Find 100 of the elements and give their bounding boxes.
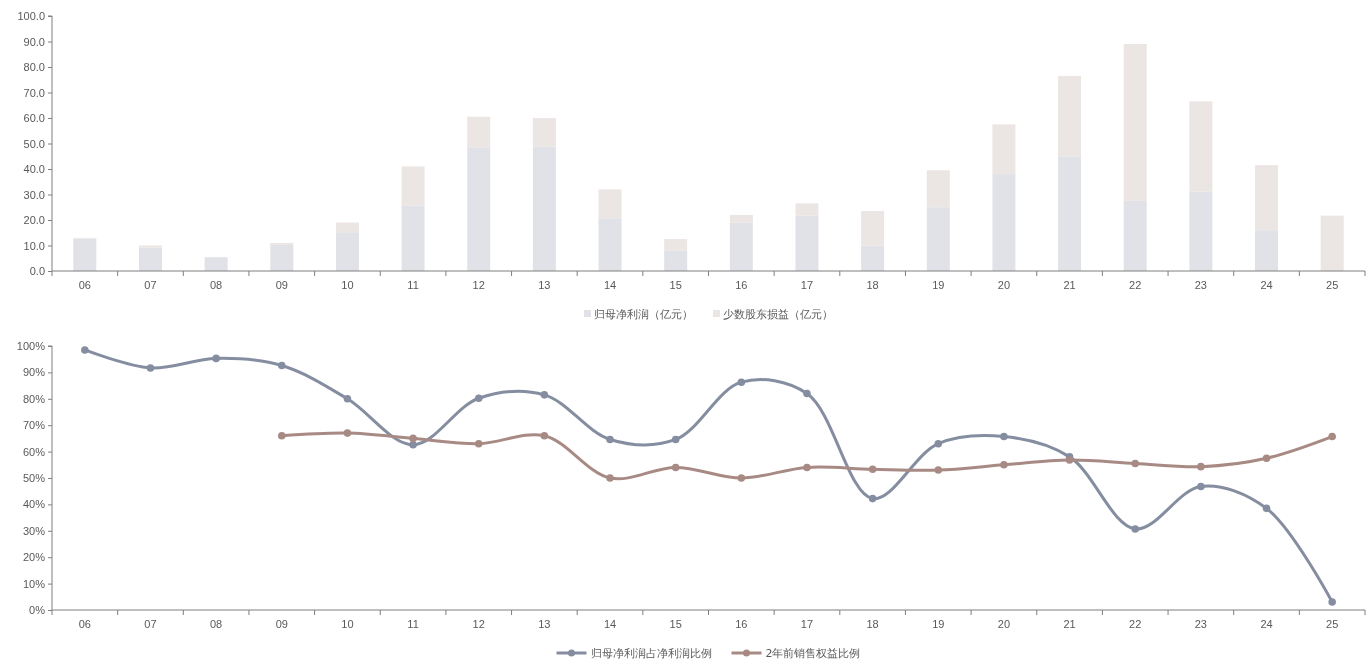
x-tick-label: 22 [1129, 279, 1142, 291]
y-tick-label: 100.0 [17, 10, 45, 23]
point [1197, 482, 1205, 491]
bar [204, 257, 228, 271]
x-tick-label: 08 [210, 279, 223, 291]
point [343, 395, 352, 403]
legend-label: 归母净利润（亿元） [594, 308, 693, 321]
y-tick-label: 20% [22, 551, 46, 564]
y-tick-label: 80% [22, 392, 46, 405]
point [1131, 459, 1140, 468]
x-tick-label: 12 [472, 618, 485, 630]
x-tick-label: 13 [538, 279, 551, 291]
y-tick-label: 40.0 [23, 163, 45, 176]
point [671, 435, 680, 444]
point [803, 463, 811, 472]
x-tick-label: 07 [144, 279, 157, 291]
point [737, 378, 746, 386]
point [1000, 432, 1008, 441]
x-tick-label: 09 [275, 618, 288, 630]
legend-label: 2年前销售权益比例 [765, 647, 861, 659]
bar [270, 244, 294, 271]
x-tick-label: 16 [735, 279, 748, 291]
y-tick-label: 30.0 [23, 188, 45, 201]
y-tick-label: 60.0 [23, 112, 45, 125]
x-tick-label: 20 [997, 279, 1011, 291]
point [1131, 525, 1140, 533]
x-tick-label: 16 [735, 618, 748, 630]
point [409, 434, 417, 443]
x-tick-label: 18 [866, 279, 879, 291]
x-tick-label: 18 [866, 618, 879, 630]
x-tick-label: 12 [472, 279, 485, 291]
x-tick-label: 06 [78, 618, 91, 630]
legend-label: 少数股东损益（亿元） [723, 308, 833, 321]
x-tick-label: 23 [1194, 279, 1207, 291]
legend-label: 归母净利润占净利润比例 [590, 647, 712, 659]
point [934, 439, 943, 448]
x-tick-label: 09 [275, 279, 288, 291]
point [212, 354, 220, 363]
x-tick-label: 21 [1063, 618, 1076, 630]
x-tick-label: 20 [997, 618, 1011, 630]
y-tick-label: 100% [16, 340, 46, 353]
y-tick-label: 60% [22, 445, 46, 458]
x-tick-label: 10 [341, 618, 354, 630]
x-tick-label: 25 [1326, 279, 1339, 291]
point [474, 439, 483, 448]
x-tick-label: 14 [603, 618, 617, 630]
point [934, 466, 943, 474]
point [1328, 432, 1336, 441]
y-tick-label: 50% [22, 472, 46, 485]
x-tick-label: 24 [1260, 279, 1273, 291]
y-tick-label: 50.0 [23, 137, 45, 150]
point [671, 463, 680, 472]
x-tick-label: 06 [78, 279, 91, 291]
point [606, 474, 614, 482]
y-tick-label: 10.0 [23, 239, 45, 252]
point [277, 431, 286, 440]
bar [1320, 215, 1344, 271]
y-tick-label: 30% [22, 524, 46, 537]
point [1197, 462, 1205, 471]
x-tick-label: 17 [800, 618, 814, 630]
x-tick-label: 15 [669, 279, 682, 291]
bar [138, 247, 162, 271]
point [540, 391, 549, 399]
y-tick-label: 10% [22, 577, 46, 590]
x-tick-label: 19 [932, 279, 945, 291]
point [146, 364, 155, 372]
x-tick-label: 10 [341, 279, 354, 291]
point [737, 474, 746, 482]
point [1262, 504, 1271, 513]
x-tick-label: 19 [932, 618, 945, 630]
y-tick-label: 20.0 [23, 214, 45, 227]
point [868, 494, 877, 503]
point [803, 389, 811, 398]
y-tick-label: 90% [22, 366, 46, 379]
point [343, 429, 352, 437]
x-tick-label: 17 [800, 279, 814, 291]
x-tick-label: 14 [603, 279, 617, 291]
y-tick-label: 70.0 [23, 86, 45, 99]
x-tick-label: 11 [407, 279, 419, 291]
x-tick-label: 21 [1063, 279, 1076, 291]
bar [73, 238, 97, 271]
point [81, 346, 89, 354]
x-tick-label: 11 [407, 618, 419, 630]
y-tick-label: 0.0 [29, 265, 45, 278]
point [606, 435, 614, 444]
point [868, 465, 877, 474]
x-tick-label: 15 [669, 618, 682, 630]
y-tick-label: 80.0 [23, 61, 45, 74]
point [409, 440, 417, 449]
y-tick-label: 0% [29, 604, 46, 617]
y-tick-label: 90.0 [23, 35, 45, 48]
y-tick-label: 70% [22, 419, 46, 432]
y-tick-label: 40% [22, 498, 46, 511]
x-tick-label: 22 [1129, 618, 1142, 630]
x-tick-label: 07 [144, 618, 157, 630]
x-tick-label: 23 [1194, 618, 1207, 630]
point [1328, 598, 1336, 606]
x-tick-label: 25 [1326, 618, 1339, 630]
point [1262, 454, 1271, 462]
point [1000, 461, 1008, 469]
